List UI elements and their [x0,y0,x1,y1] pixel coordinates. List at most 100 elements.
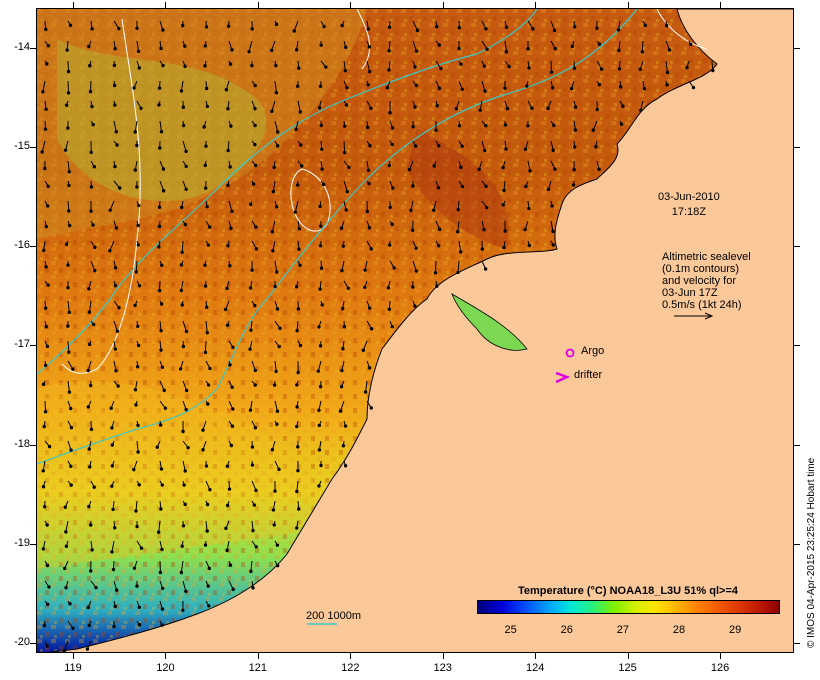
velocity-arrowhead [180,303,184,307]
velocity-arrowhead [113,266,118,270]
velocity-arrowhead [88,383,93,388]
velocity-arrowhead [110,484,114,488]
velocity-arrowhead [318,384,323,389]
velocity-arrowhead [184,149,188,154]
velocity-arrowhead [137,66,141,70]
velocity-arrowhead [366,168,371,172]
velocity-arrowhead [67,223,72,228]
velocity-arrowhead [550,204,554,208]
velocity-arrowhead [366,27,371,31]
velocity-arrowhead [387,163,391,168]
velocity-arrowhead [252,503,257,507]
velocity-arrowhead [203,284,208,288]
velocity-arrowhead [114,369,118,373]
velocity-arrowhead [297,226,302,231]
velocity-arrowhead [345,189,349,194]
velocity-arrowhead [254,225,258,229]
velocity-arrowhead [531,27,535,31]
velocity-arrowhead [136,324,140,328]
velocity-arrowhead [226,183,230,188]
velocity-arrowhead [179,263,184,267]
velocity-arrowhead [86,605,90,610]
velocity-arrowhead [339,384,344,389]
velocity-arrow [182,580,187,592]
velocity-arrowhead [457,46,461,51]
velocity-arrowhead [318,344,323,348]
velocity-arrowhead [295,383,299,387]
velocity-arrowhead [460,184,465,189]
velocity-arrowhead [45,644,49,648]
velocity-arrowhead [253,123,257,128]
velocity-arrowhead [139,106,143,110]
velocity-arrowhead [253,106,257,111]
velocity-arrowhead [456,207,460,212]
velocity-arrow [180,560,184,573]
velocity-arrowhead [367,366,372,370]
velocity-arrowhead [136,49,141,54]
velocity-arrowhead [203,186,208,190]
velocity-arrowhead [296,507,301,511]
velocity-arrowhead [46,283,50,287]
lon-tick-mark [72,653,74,659]
velocity-arrow [134,120,138,133]
velocity-arrowhead [249,569,253,574]
velocity-arrowhead [293,210,298,214]
velocity-arrowhead [457,25,461,30]
velocity-arrowhead [300,164,304,168]
velocity-arrowhead [183,64,187,69]
imos-credit: © IMOS 04-Apr-2015 23:25:24 Hobart time [806,457,817,648]
velocity-arrowhead [115,143,119,147]
velocity-arrow [158,520,161,533]
lat-tick-mark [30,246,36,248]
lat-tick-mark [794,543,800,545]
velocity-arrowhead [137,483,141,487]
velocity-arrowhead [90,548,94,552]
velocity-arrowhead [617,48,621,53]
velocity-arrowhead [343,424,348,428]
velocity-arrowhead [597,167,601,172]
velocity-arrow [412,260,417,272]
velocity-arrowhead [387,307,392,311]
velocity-arrowhead [320,147,324,151]
velocity-arrowhead [253,383,257,387]
colorbar-tick-label: 29 [728,624,742,636]
velocity-arrowhead [553,167,557,171]
velocity-arrowhead [85,647,90,651]
velocity-arrowhead [435,104,440,108]
velocity-arrowhead [366,83,370,87]
velocity-arrowhead [665,70,670,75]
velocity-arrowhead [67,310,72,315]
velocity-arrowhead [40,150,44,154]
velocity-arrowhead [390,126,395,130]
velocity-arrow [159,380,165,391]
velocity-arrow [135,260,138,272]
velocity-arrowhead [135,143,139,148]
velocity-arrowhead [432,208,436,212]
velocity-arrowhead [573,105,578,109]
velocity-arrowhead [273,284,277,289]
velocity-arrowhead [385,86,389,90]
velocity-arrowhead [275,422,279,426]
velocity-arrow [205,320,208,333]
lat-tick-label: -15 [14,139,30,152]
velocity-arrowhead [546,187,551,192]
velocity-arrowhead [109,406,113,410]
velocity-arrowhead [136,423,140,428]
velocity-arrowhead [292,29,296,33]
lat-tick-mark [30,47,36,49]
velocity-arrowhead [410,228,415,232]
velocity-arrow [457,260,460,273]
velocity-arrowhead [89,427,94,432]
lon-tick-mark [627,653,629,659]
velocity-arrowhead [114,226,118,230]
velocity-arrowhead [599,67,604,71]
velocity-arrowhead [253,303,257,308]
velocity-arrowhead [186,445,190,450]
velocity-arrowhead [155,445,159,449]
velocity-arrowhead [275,409,280,413]
velocity-arrowhead [482,227,486,232]
velocity-arrowhead [550,86,555,90]
velocity-arrowhead [317,484,321,488]
lat-tick-label: -19 [14,536,30,549]
velocity-arrowhead [407,167,412,172]
